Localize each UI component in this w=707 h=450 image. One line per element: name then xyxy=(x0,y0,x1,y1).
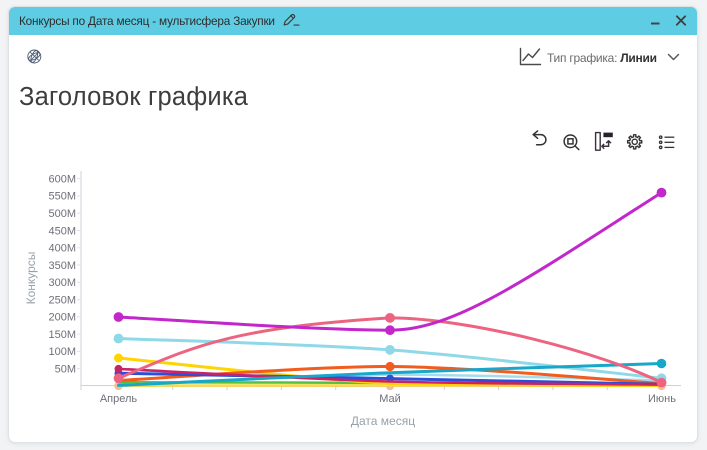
svg-text:500M: 500M xyxy=(48,208,76,220)
svg-text:Июнь: Июнь xyxy=(648,393,676,405)
svg-text:550M: 550M xyxy=(48,191,76,203)
svg-text:Дата месяц: Дата месяц xyxy=(351,414,415,428)
svg-text:Апрель: Апрель xyxy=(100,393,138,405)
svg-text:300M: 300M xyxy=(48,277,76,289)
svg-text:250M: 250M xyxy=(48,294,76,306)
svg-text:Конкурсы: Конкурсы xyxy=(24,252,38,305)
svg-text:100M: 100M xyxy=(48,346,76,358)
svg-text:150M: 150M xyxy=(48,329,76,341)
svg-text:350M: 350M xyxy=(48,260,76,272)
svg-text:Май: Май xyxy=(379,393,401,405)
svg-text:400M: 400M xyxy=(48,243,76,255)
svg-text:50M: 50M xyxy=(55,364,76,376)
svg-text:450M: 450M xyxy=(48,225,76,237)
svg-text:200M: 200M xyxy=(48,312,76,324)
svg-text:600M: 600M xyxy=(48,173,76,185)
